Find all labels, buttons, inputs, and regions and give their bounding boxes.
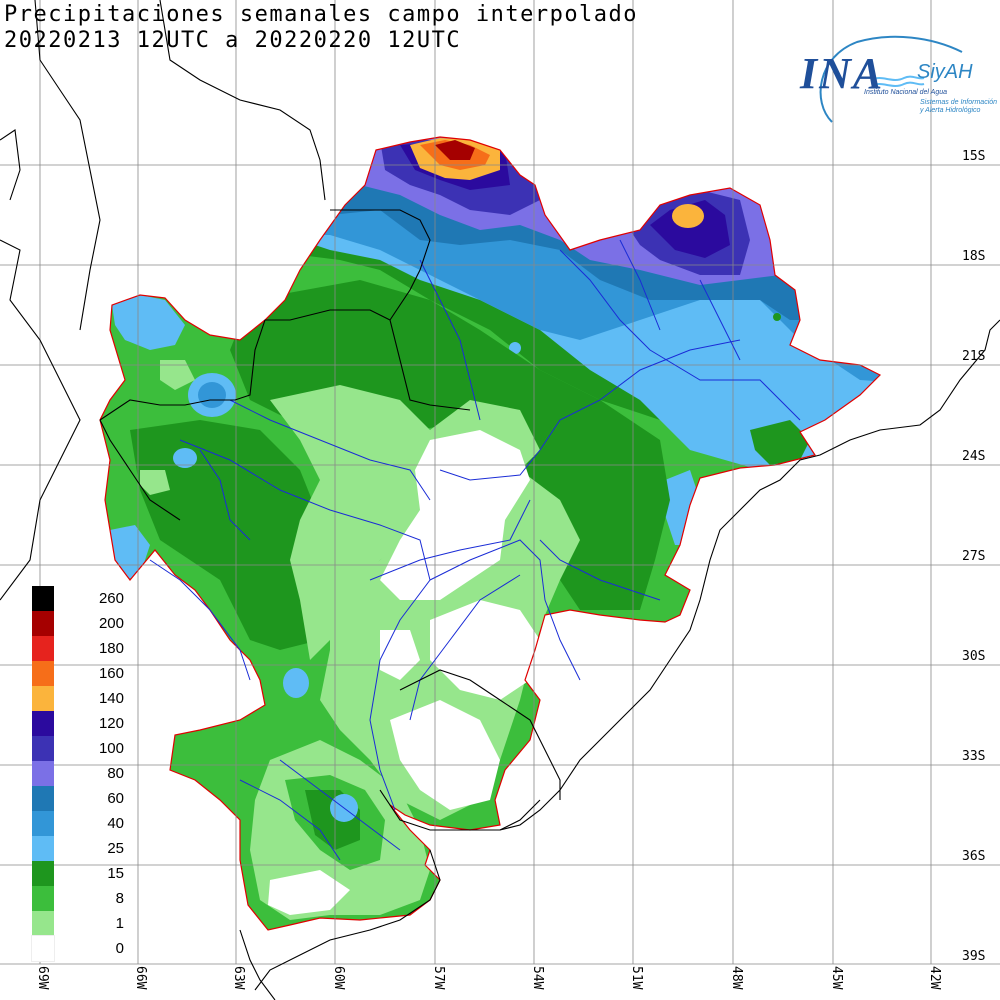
legend-swatch [32,861,54,886]
lon-label-60w: 60W [331,966,346,990]
legend-entry: 160 [32,661,124,686]
logo-tagline-line-1: Sistemas de Información [920,99,998,106]
coastline [254,319,1000,991]
ina-siyah-logo: INA SiyAH Instituto Nacional del Agua Si… [792,32,997,132]
country-borders [0,0,561,1000]
legend-entry: 120 [32,711,124,736]
lon-label-42w: 42W [927,966,942,990]
legend-swatch [32,636,54,661]
legend-entry: 8 [32,886,124,911]
legend-label: 260 [98,590,124,607]
legend-entry: 40 [32,811,124,836]
lon-label-69w: 69W [35,966,50,990]
legend-label: 40 [107,815,124,832]
legend-label: 120 [98,715,124,732]
lon-label-48w: 48W [729,966,744,990]
legend-label: 15 [107,865,124,882]
lat-label-15s: 15S [962,149,986,164]
legend-entry: 15 [32,861,124,886]
legend-label: 160 [98,665,124,682]
logo-siyah-text: SiyAH [917,61,973,83]
legend-swatch [32,686,54,711]
lon-label-66w: 66W [133,966,148,990]
lon-label-63w: 63W [231,966,246,990]
legend-swatch [32,661,54,686]
legend-entry: 25 [32,836,124,861]
lon-label-54w: 54W [530,966,545,990]
lat-label-39s: 39S [962,949,986,964]
legend-swatch [32,586,54,611]
legend-label: 80 [107,765,124,782]
lat-label-27s: 27S [962,549,986,564]
legend-entry: 260 [32,586,124,611]
rivers [149,239,801,861]
legend-label: 200 [98,615,124,632]
legend-label: 0 [115,940,124,957]
logo-swoosh-icon [819,35,963,123]
legend-entry: 200 [32,611,124,636]
lat-label-18s: 18S [962,249,986,264]
color-legend: 260 200 180 160 140 120 100 80 60 40 25 15 8 1 0 [31,586,124,962]
legend-swatch [32,886,54,911]
legend-swatch [31,935,55,962]
legend-entry: 100 [32,736,124,761]
map-period: 20220213 12UTC a 20220220 12UTC [4,28,462,53]
legend-swatch [32,836,54,861]
map-title: Precipitaciones semanales campo interpol… [4,2,639,27]
lat-label-24s: 24S [962,449,986,464]
lat-label-21s: 21S [962,349,986,364]
legend-label: 180 [98,640,124,657]
basin-outline [99,136,882,931]
legend-label: 8 [115,890,124,907]
lon-label-51w: 51W [629,966,644,990]
legend-swatch [32,786,54,811]
lat-label-33s: 33S [962,749,986,764]
legend-swatch [32,761,54,786]
logo-tagline-line-2: y Alerta Hidrológico [920,107,981,114]
legend-entry: 60 [32,786,124,811]
legend-swatch [32,811,54,836]
legend-label: 100 [98,740,124,757]
legend-swatch [32,911,54,936]
legend-entry: 180 [32,636,124,661]
lat-label-30s: 30S [962,649,986,664]
legend-label: 140 [98,690,124,707]
legend-entry: 0 [31,935,124,962]
logo-subtitle: Instituto Nacional del Agua [864,89,948,96]
logo-tagline: Sistemas de Información y Alerta Hidroló… [920,99,1000,115]
legend-label: 1 [115,915,124,932]
legend-swatch [32,711,54,736]
lon-label-57w: 57W [431,966,446,990]
legend-label: 25 [107,840,124,857]
legend-entry: 1 [32,911,124,936]
legend-swatch [32,611,54,636]
legend-entry: 140 [32,686,124,711]
lon-label-45w: 45W [829,966,844,990]
legend-swatch [32,736,54,761]
legend-label: 60 [107,790,124,807]
logo-ina-text: INA [800,49,885,98]
legend-entry: 80 [32,761,124,786]
lat-label-36s: 36S [962,849,986,864]
